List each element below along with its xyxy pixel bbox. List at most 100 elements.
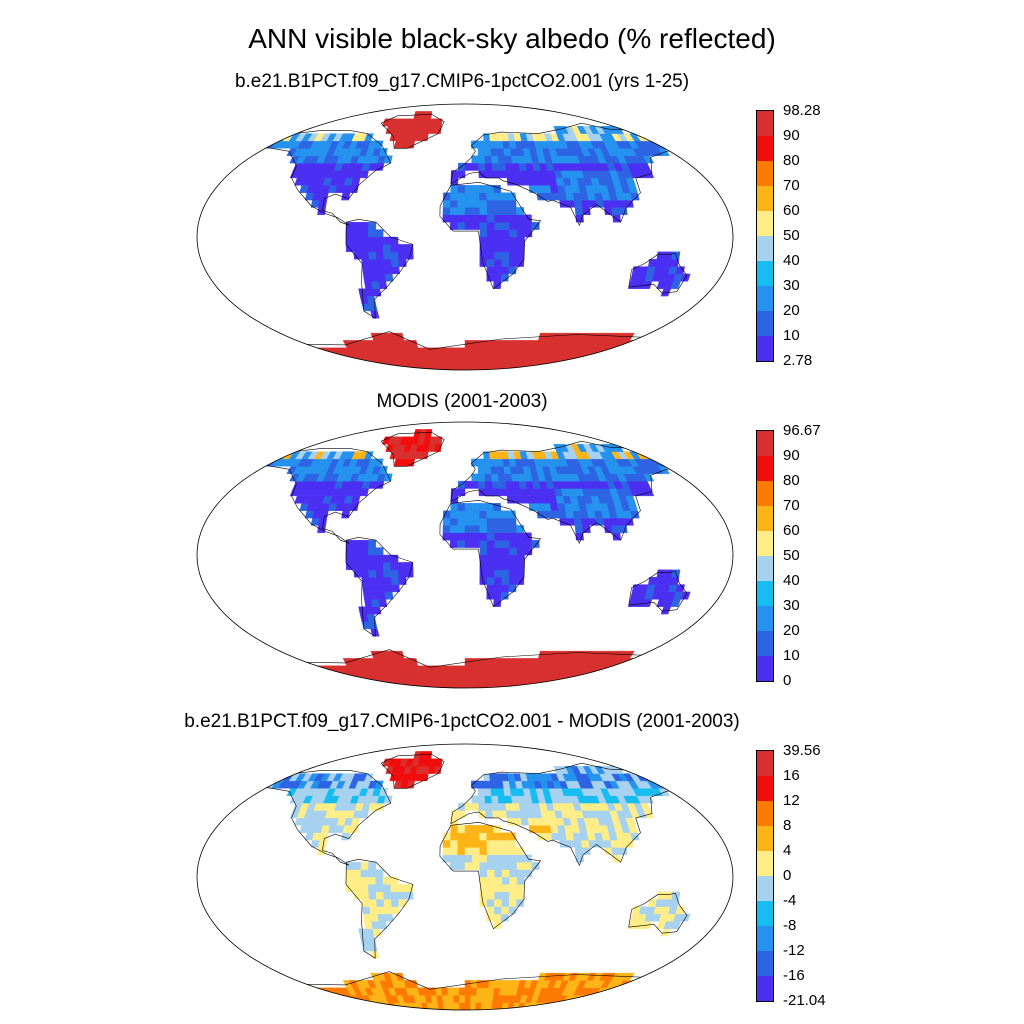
map-grid-cell: [481, 672, 489, 681]
map-grid-cell: [564, 362, 576, 370]
map-grid-cell: [270, 354, 285, 363]
map-grid-cell: [390, 884, 399, 893]
map-grid-cell: [362, 591, 372, 600]
map-grid-cell: [506, 495, 515, 504]
map-grid-cell: [316, 680, 329, 688]
map-grid-cell: [269, 340, 283, 349]
colorbar-label: 16: [783, 767, 800, 784]
map-grid-cell: [382, 244, 392, 253]
map-grid-cell: [638, 1002, 653, 1010]
map-grid-cell: [365, 1002, 376, 1010]
map-grid-cell: [554, 1002, 565, 1010]
map-grid-cell: [310, 354, 323, 363]
map-grid-cell: [479, 539, 488, 548]
map-grid-cell: [345, 869, 354, 878]
colorbar-swatch: [757, 531, 773, 556]
map-grid-cell: [481, 665, 489, 674]
map-grid-cell: [390, 898, 400, 907]
map-grid-cell: [257, 133, 271, 142]
map-grid-cell: [377, 591, 387, 600]
map-grid-cell: [457, 192, 466, 201]
map-grid-cell: [485, 170, 494, 179]
map-grid-cell: [457, 539, 466, 548]
map-grid-cell: [305, 665, 318, 674]
map-grid-cell: [486, 258, 495, 267]
map-grid-cell: [479, 876, 488, 885]
map-grid-cell: [543, 192, 553, 201]
map-grid-cell: [304, 994, 318, 1003]
map-grid-cell: [353, 884, 362, 893]
panel-2-title: MODIS (2001-2003): [376, 391, 548, 412]
map-grid-cell: [519, 488, 529, 497]
map-grid-cell: [596, 680, 609, 688]
coastline: [439, 821, 542, 930]
map-grid-cell: [509, 854, 518, 863]
map-grid-cell: [251, 347, 266, 356]
map-grid-cell: [382, 562, 392, 571]
map-grid-cell: [477, 795, 486, 804]
colorbar-swatch: [757, 901, 773, 926]
map-grid-cell: [464, 214, 473, 223]
map-grid-cell: [316, 354, 329, 363]
map-grid-cell: [364, 599, 373, 607]
globe-border: [196, 103, 734, 371]
map-grid-cell: [520, 495, 530, 504]
map-grid-cell: [371, 921, 381, 929]
map-grid-cell: [464, 1002, 471, 1010]
map-grid-cell: [484, 795, 493, 804]
map-grid-cell: [671, 340, 685, 349]
map-grid-cell: [360, 891, 370, 900]
map-grid-cell: [489, 133, 497, 142]
map-grid-cell: [601, 994, 614, 1003]
map-grid-cell: [464, 832, 473, 841]
map-grid-cell: [449, 525, 458, 534]
map-grid-cell: [590, 994, 603, 1003]
map-grid-cell: [494, 221, 503, 230]
map-grid-cell: [351, 817, 361, 826]
map-grid-cell: [573, 517, 583, 526]
map-grid-cell: [645, 994, 660, 1003]
map-grid-cell: [479, 192, 488, 201]
map-grid-cell: [383, 898, 392, 907]
map-grid-cell: [371, 362, 382, 370]
map-grid-cell: [494, 229, 503, 238]
map-grid-cell: [494, 876, 503, 885]
map-grid-cell: [643, 680, 658, 688]
map-grid-cell: [516, 876, 525, 885]
map-grid-cell: [299, 994, 312, 1003]
map-grid-cell: [585, 994, 597, 1003]
map-grid-cell: [486, 839, 495, 848]
map-grid-cell: [501, 199, 510, 208]
map-grid-cell: [472, 207, 481, 216]
map-grid-cell: [390, 258, 400, 267]
map-grid-cell: [516, 251, 525, 260]
map-grid-cell: [283, 680, 298, 688]
map-grid-cell: [501, 251, 510, 260]
map-grid-cell: [449, 861, 458, 870]
map-grid-cell: [349, 1002, 361, 1010]
map-grid-cell: [472, 854, 480, 863]
map-grid-cell: [643, 1002, 658, 1010]
map-grid-cell: [665, 451, 679, 460]
map-grid-cell: [368, 576, 378, 585]
map-grid-cell: [665, 133, 679, 142]
colorbar-swatch: [757, 851, 773, 876]
map-grid-cell: [671, 780, 685, 789]
map-grid-cell: [448, 362, 455, 370]
colorbar-swatch: [757, 506, 773, 531]
map-grid-cell: [494, 861, 503, 870]
colorbar-label: 8: [783, 817, 792, 834]
map-grid-cell: [491, 155, 499, 164]
map-grid-cell: [641, 658, 655, 667]
map-grid-cell: [457, 839, 466, 848]
map-grid-cell: [368, 562, 377, 571]
colorbar-swatch: [757, 751, 773, 776]
map-grid-cell: [664, 569, 673, 578]
map-grid-cell: [470, 987, 478, 996]
map-grid-cell: [585, 354, 597, 363]
map-grid-cell: [259, 354, 274, 363]
map-grid-cell: [477, 155, 486, 164]
map-grid-cell: [353, 539, 362, 548]
map-grid-cell: [435, 665, 443, 674]
map-grid-cell: [491, 473, 499, 482]
